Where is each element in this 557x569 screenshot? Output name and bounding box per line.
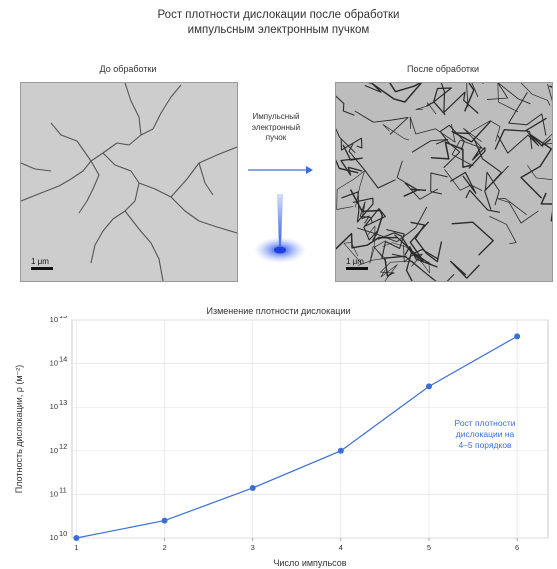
y-tick-label: 10	[50, 533, 58, 542]
data-point	[249, 485, 256, 492]
x-tick-label: 4	[339, 543, 343, 552]
annotation-line: Рост плотности	[455, 418, 516, 428]
electron-beam-icon	[248, 166, 313, 263]
after-micrograph: 1 μm	[335, 82, 553, 282]
y-tick-label: 10	[50, 489, 58, 498]
y-axis-label: Плотность дислокации, ρ (м⁻²)	[14, 365, 24, 494]
grid	[72, 319, 548, 539]
after-label: После обработки	[407, 64, 479, 74]
y-tick-exponent: 13	[59, 398, 67, 407]
x-tick-label: 6	[515, 543, 519, 552]
x-tick-label: 3	[251, 543, 255, 552]
x-tick-label: 2	[162, 543, 166, 552]
beam-label: Импульсный электронный пучок	[244, 112, 308, 144]
beam-label-line-1: Импульсный	[252, 112, 300, 121]
y-tick-label: 10	[50, 316, 58, 324]
y-tick-exponent: 11	[59, 485, 67, 494]
x-tick-label: 1	[74, 543, 78, 552]
chart-title: Изменение плотности дислокации	[206, 306, 351, 316]
y-tick-label: 10	[50, 446, 58, 455]
y-tick-exponent: 14	[59, 355, 67, 364]
annotation-line: 4–5 порядков	[458, 440, 512, 450]
beam-label-line-2: электронный	[251, 122, 301, 132]
x-tick-label: 5	[427, 543, 431, 552]
y-tick-label: 10	[50, 359, 58, 368]
before-micrograph: 1 μm	[20, 82, 238, 282]
figure-title-line-1: Рост плотности дислокации после обработк…	[157, 9, 400, 21]
beam-label-line-3: пучок	[265, 133, 287, 142]
before-scalebar-label: 1 μm	[31, 257, 49, 266]
y-tick-exponent: 15	[59, 316, 67, 320]
x-axis-label: Число импульсов	[273, 558, 346, 568]
figure-title-line-2: импульсным электронным пучком	[187, 24, 370, 36]
y-axis-ticks: 101010111012101310141015	[50, 316, 68, 542]
data-point	[73, 535, 80, 541]
data-point	[426, 383, 432, 390]
data-point	[161, 517, 168, 524]
data-point	[337, 447, 344, 454]
data-point	[514, 333, 521, 340]
y-tick-exponent: 12	[59, 442, 67, 451]
before-label: До обработки	[99, 64, 157, 74]
figure-title: Рост плотности дислокации после обработк…	[0, 8, 557, 38]
x-axis-ticks: 1 2 3 4 5 6	[74, 538, 519, 552]
after-scalebar-label: 1 μm	[346, 257, 364, 266]
series-line	[76, 335, 518, 539]
data-points	[73, 333, 521, 541]
y-tick-exponent: 10	[59, 529, 67, 538]
annotation-line: дислокации на	[456, 429, 515, 439]
y-tick-label: 10	[50, 402, 58, 411]
arrow-head-icon	[306, 166, 313, 174]
